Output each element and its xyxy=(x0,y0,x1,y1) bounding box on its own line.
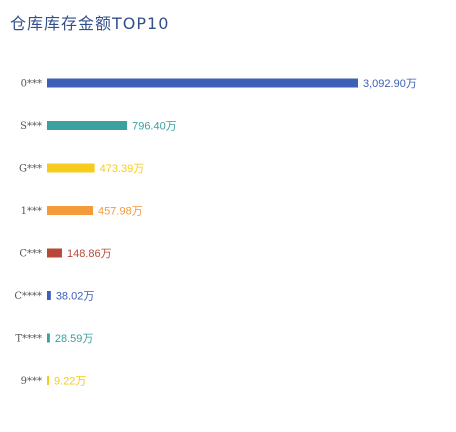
category-label: T**** xyxy=(15,334,42,345)
bar[interactable] xyxy=(47,333,50,343)
bar[interactable] xyxy=(47,163,95,173)
category-label: S*** xyxy=(20,121,42,132)
value-label: 38.02万 xyxy=(56,291,95,303)
bar[interactable] xyxy=(47,78,358,88)
category-label: C**** xyxy=(14,291,42,302)
category-label: 0*** xyxy=(21,79,42,90)
bar[interactable] xyxy=(47,206,94,215)
chart-title: 仓库库存金额TOP10 xyxy=(10,14,170,33)
value-label: 457.98万 xyxy=(98,206,143,218)
value-label: 148.86万 xyxy=(67,248,112,260)
bar[interactable] xyxy=(47,121,128,130)
value-label: 796.40万 xyxy=(132,121,177,133)
category-label: C*** xyxy=(19,249,42,260)
category-label: G*** xyxy=(19,164,42,175)
value-label: 473.39万 xyxy=(100,163,145,175)
category-label: 9*** xyxy=(21,376,42,387)
bar[interactable] xyxy=(47,376,49,385)
value-label: 28.59万 xyxy=(55,333,94,345)
bar[interactable] xyxy=(47,291,51,300)
value-label: 3,092.90万 xyxy=(363,78,417,90)
value-label: 9.22万 xyxy=(54,376,86,388)
bar[interactable] xyxy=(47,248,62,258)
category-label: 1*** xyxy=(21,206,42,217)
